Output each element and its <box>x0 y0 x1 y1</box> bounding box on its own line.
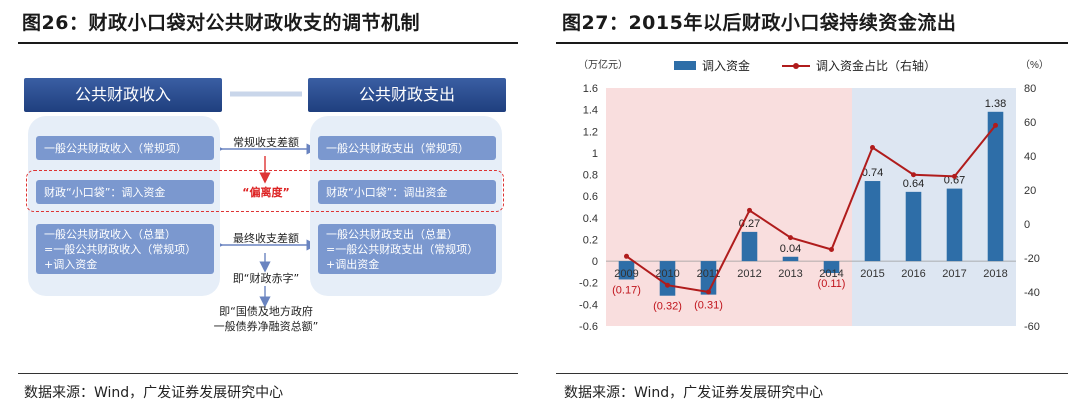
pocket-in-box: 财政“小口袋”：调入资金 <box>36 180 214 204</box>
bar-label-2009: (0.17) <box>612 284 641 296</box>
x-tick-label-2014: 2014 <box>819 268 843 280</box>
final-gap-label: 最终收支差额 <box>233 232 299 245</box>
bar-label-2014: (0.11) <box>818 278 846 290</box>
bar-label-2016: 0.64 <box>903 178 924 190</box>
bar-label-2017: 0.67 <box>944 175 965 187</box>
y-tick-label-3: 0 <box>592 256 598 268</box>
y-tick-label-8: 1 <box>592 148 598 160</box>
fund-flow-chart: -0.6 -0.4 -0.2 0 0.2 0.4 0.6 0.8 1 1.2 1.4 1.6 -60 -4… <box>556 50 1068 346</box>
y2-tick-label-7: 80 <box>1024 83 1036 95</box>
y-tick-label-2: -0.2 <box>579 278 598 290</box>
bar-2016 <box>905 191 922 262</box>
deficit-label: 即“财政赤字” <box>232 272 300 285</box>
y-tick-label-9: 1.2 <box>583 126 598 138</box>
left-panel-title: 图26：财政小口袋对公共财政收支的调节机制 <box>22 12 420 34</box>
y-tick-label-4: 0.2 <box>583 234 598 246</box>
y-tick-label-10: 1.4 <box>583 105 598 117</box>
legend-line-marker <box>793 63 799 69</box>
y-tick-label-7: 0.8 <box>583 170 598 182</box>
bar-label-2010: (0.32) <box>653 301 682 313</box>
x-tick-label-2009: 2009 <box>614 268 638 280</box>
bar-2014 <box>823 261 840 273</box>
chart-svg: -0.6 -0.4 -0.2 0 0.2 0.4 0.6 0.8 1 1.2 1.4 1.6 -60 -4… <box>578 58 1049 333</box>
y2-tick-label-0: -60 <box>1024 321 1040 333</box>
y-tick-label-6: 0.6 <box>583 191 598 203</box>
y-axis-unit: （万亿元） <box>578 58 628 71</box>
left-source-note: 数据来源：Wind，广发证券发展研究中心 <box>24 385 284 401</box>
ratio-line <box>625 124 997 294</box>
ratio-point-2015 <box>870 145 875 150</box>
ratio-point-2011 <box>706 289 711 295</box>
y2-axis-unit: （%） <box>1020 59 1049 71</box>
ratio-point-2013 <box>788 235 793 241</box>
regular-revenue-box: 一般公共财政收入（常规项） <box>36 136 214 160</box>
expenditure-header: 公共财政支出 <box>308 78 506 112</box>
right-source-note: 数据来源：Wind，广发证券发展研究中心 <box>564 385 824 401</box>
x-tick-label-2015: 2015 <box>860 268 884 280</box>
y2-tick-label-6: 60 <box>1024 117 1036 129</box>
bar-2009 <box>618 261 635 280</box>
regular-expenditure-box: 一般公共财政支出（常规项） <box>318 136 496 160</box>
x-tick-label-2013: 2013 <box>778 268 802 280</box>
y-tick-label-5: 0.4 <box>583 213 598 225</box>
ratio-point-2012 <box>747 207 752 213</box>
diagram-connectors <box>212 91 318 308</box>
deviation-band <box>26 170 504 212</box>
bar-2018 <box>987 111 1004 262</box>
total-revenue-box: 一般公共财政收入（总量） =一般公共财政收入（常规项） +调入资金 <box>36 224 214 274</box>
deviation-label: “偏离度” <box>242 186 290 199</box>
bar-2015 <box>864 181 881 262</box>
ratio-point-2009 <box>624 253 629 259</box>
left-footer-rule <box>18 373 518 374</box>
ratio-point-2010 <box>665 282 670 288</box>
bar-label-2011: (0.31) <box>694 300 723 312</box>
x-tick-label-2011: 2011 <box>697 268 721 280</box>
y2-tick-label-5: 40 <box>1024 151 1036 163</box>
x-tick-label-2010: 2010 <box>655 268 679 280</box>
y2-tick-label-4: 20 <box>1024 185 1036 197</box>
bar-label-2015: 0.74 <box>862 167 883 179</box>
x-tick-label-2017: 2017 <box>942 268 966 280</box>
y-tick-label-11: 1.6 <box>583 83 598 95</box>
y-tick-label-0: -0.6 <box>579 321 598 333</box>
bar-label-2013: 0.04 <box>780 243 801 255</box>
shaded-region-1 <box>606 88 852 326</box>
ratio-point-2018 <box>993 122 998 128</box>
ratio-point-2016 <box>911 172 916 178</box>
bar-2010 <box>659 261 676 296</box>
x-tick-label-2012: 2012 <box>737 268 761 280</box>
ratio-point-2014 <box>829 247 834 252</box>
legend-line-label: 调入资金占比（右轴） <box>816 58 936 73</box>
debt-financing-label: 即“国债及地方政府 一般债券净融资总额” <box>213 305 319 333</box>
regular-gap-label: 常规收支差额 <box>233 136 299 149</box>
fiscal-pocket-diagram: 公共财政收入 公共财政支出 一般公共财政收入（常规项） 一般公共财政支出（常规项… <box>18 70 518 340</box>
x-tick-label-2016: 2016 <box>901 268 925 280</box>
right-footer-rule <box>556 373 1068 374</box>
y2-tick-label-3: 0 <box>1024 219 1030 231</box>
y-tick-label-1: -0.4 <box>579 299 598 311</box>
pocket-out-box: 财政“小口袋”：调出资金 <box>318 180 496 204</box>
bar-label-2018: 1.38 <box>985 98 1006 110</box>
right-title-rule <box>556 42 1068 44</box>
legend-bar-label: 调入资金 <box>702 58 750 73</box>
y2-tick-label-2: -20 <box>1024 253 1040 265</box>
left-title-rule <box>18 42 518 44</box>
bar-2012 <box>741 231 758 262</box>
legend-bar-swatch <box>674 61 696 70</box>
ratio-point-2017 <box>952 173 957 179</box>
bar-2017 <box>946 188 963 262</box>
revenue-header: 公共财政收入 <box>24 78 222 112</box>
right-panel-title: 图27：2015年以后财政小口袋持续资金流出 <box>562 12 957 34</box>
bar-2013 <box>782 256 799 262</box>
total-expenditure-box: 一般公共财政支出（总量） =一般公共财政支出（常规项） +调出资金 <box>318 224 496 274</box>
x-tick-label-2018: 2018 <box>983 268 1007 280</box>
y2-tick-label-1: -40 <box>1024 287 1040 299</box>
